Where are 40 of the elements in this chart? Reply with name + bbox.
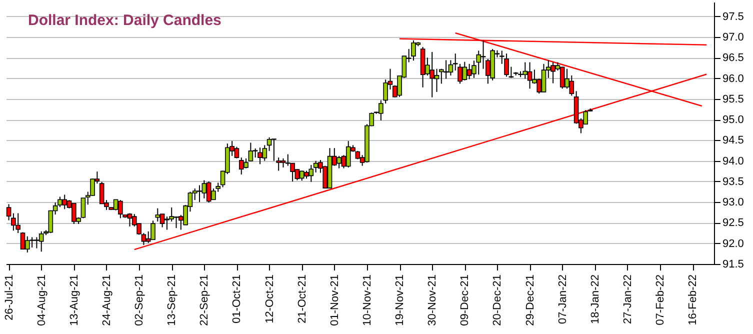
x-tick-label: 01-Oct-21 [231,274,244,324]
x-tick-label: 10-Nov-21 [361,274,374,326]
y-tick-label: 95.5 [722,93,744,106]
x-tick-label: 27-Jan-22 [622,274,634,324]
y-tick-label: 95.0 [722,114,744,126]
text: Dollar Index: Daily Candles [28,12,222,29]
x-tick-label: 18-Jan-22 [589,274,602,324]
x-tick-label: 01-Nov-21 [328,274,341,326]
x-tick-label: 04-Aug-21 [36,274,48,326]
x-tick-label: 13-Sep-21 [166,274,178,326]
y-tick-label: 93.0 [722,196,744,209]
candlestick [252,148,258,158]
y-tick-label: 94.5 [722,134,744,147]
x-tick-label: 24-Aug-21 [100,274,113,326]
x-tick-label: 07-Jan-22 [556,274,569,324]
candlestick [248,142,254,162]
x-tick-label: 30-Nov-21 [426,274,439,326]
y-tick-label: 96.5 [722,52,744,64]
x-tick-label: 29-Dec-21 [524,274,536,326]
y-tick-label: 92.0 [722,238,744,250]
x-tick-label: 16-Feb-22 [687,274,700,326]
x-tick-label: 02-Sep-21 [134,274,146,326]
x-tick-label: 12-Oct-21 [264,274,276,324]
x-tick-label: 21-Oct-21 [296,274,308,324]
candlestick [155,208,160,222]
x-tick-label: 07-Feb-22 [654,274,667,326]
y-tick-label: 94.0 [722,155,744,168]
candlestick [80,197,86,219]
y-tick-label: 97.0 [722,32,744,44]
x-tick-label: 26-Jul-21 [3,274,16,320]
y-tick-label: 96.0 [722,72,744,85]
x-tick-label: 22-Sep-21 [198,274,211,326]
y-tick-label: 93.5 [722,176,744,188]
y-tick-label: 97.5 [722,10,744,23]
x-tick-label: 09-Dec-21 [459,274,472,326]
y-tick-label: 92.5 [722,217,744,230]
x-tick-label: 20-Dec-21 [492,274,504,326]
x-tick-label: 19-Nov-21 [394,274,406,326]
x-tick-label: 13-Aug-21 [68,274,80,326]
y-tick-label: 91.5 [722,258,744,270]
